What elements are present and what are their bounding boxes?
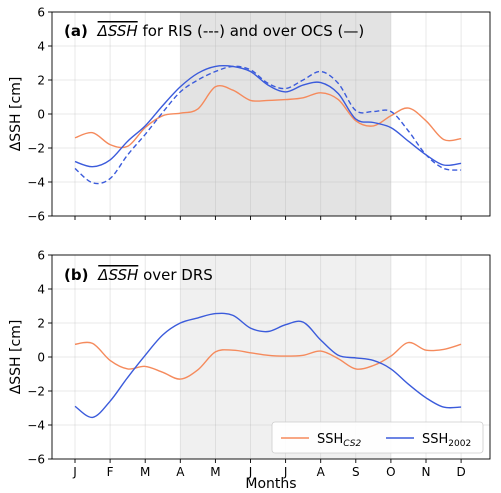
panel-a-label: (a) — [64, 22, 88, 40]
x-tick-label: J — [248, 465, 253, 479]
x-tick-label: S — [352, 465, 360, 479]
y-tick-label: 4 — [37, 40, 45, 54]
panel-a: 6 4 2 0 −2 −4 −6 (a) ΔSSH for RIS (---) and ov… — [8, 6, 491, 224]
series-line-a-1 — [74, 64, 462, 168]
y-tick-label: 4 — [37, 283, 45, 297]
panel-a-title-symbol: ΔSSH — [97, 22, 138, 40]
panel-a-title: (a) ΔSSH for RIS (---) and over OCS (—) — [64, 22, 364, 40]
y-tick-label: −6 — [27, 453, 45, 467]
x-tick-label: A — [176, 465, 185, 479]
x-tick-label: N — [422, 465, 431, 479]
x-tick-label: A — [317, 465, 326, 479]
y-tick-label: 2 — [37, 74, 45, 88]
y-tick-label: 0 — [37, 351, 45, 365]
legend-label-2002-base: SSH — [422, 432, 448, 447]
x-tick-label: M — [140, 465, 150, 479]
y-tick-label: −4 — [27, 176, 45, 190]
panel-a-y-axis-label: ΔSSH [cm] — [8, 77, 24, 152]
y-tick-label: 6 — [37, 249, 45, 263]
legend-label-2002-sub: 2002 — [448, 439, 471, 449]
panel-a-x-ticks — [74, 216, 462, 220]
x-tick-label: J — [283, 465, 288, 479]
panel-b: 6 4 2 0 −2 −4 −6 J F M A M J J A S O N D (b) ΔSSH over DR… — [8, 249, 491, 492]
y-tick-label: −6 — [27, 210, 45, 224]
x-tick-label: D — [456, 465, 465, 479]
x-tick-label: J — [72, 465, 77, 479]
x-tick-label: O — [386, 465, 395, 479]
panel-b-label: (b) — [64, 266, 88, 284]
legend-label-cs2-sub: CS2 — [343, 439, 361, 449]
series-line-b-0 — [74, 341, 462, 380]
panel-b-y-ticks: 6 4 2 0 −2 −4 −6 — [27, 249, 52, 467]
x-tick-label: F — [107, 465, 114, 479]
y-tick-label: 6 — [37, 6, 45, 20]
y-tick-label: −2 — [27, 385, 45, 399]
legend: SSHCS2 SSH2002 — [271, 421, 484, 454]
legend-label-cs2: SSHCS2 — [317, 432, 361, 449]
panel-b-series — [74, 312, 462, 419]
x-axis-label: Months — [245, 476, 296, 492]
y-tick-label: 2 — [37, 317, 45, 331]
series-line-a-0 — [74, 85, 462, 149]
y-tick-label: −2 — [27, 142, 45, 156]
panel-b-title-rest: over DRS — [143, 266, 213, 284]
panel-a-shaded-season — [180, 12, 391, 216]
y-tick-label: −4 — [27, 419, 45, 433]
panel-b-y-axis-label: ΔSSH [cm] — [8, 320, 24, 395]
y-tick-label: 0 — [37, 108, 45, 122]
legend-box — [271, 421, 484, 454]
panel-b-title-symbol: ΔSSH — [97, 266, 138, 284]
legend-label-2002: SSH2002 — [422, 432, 471, 449]
panel-a-title-rest: for RIS (---) and over OCS (—) — [142, 22, 364, 40]
series-line-b-1 — [74, 312, 462, 419]
panel-a-series — [74, 64, 462, 185]
panel-b-title: (b) ΔSSH over DRS — [64, 266, 213, 284]
x-tick-label: M — [210, 465, 220, 479]
panel-a-y-ticks: 6 4 2 0 −2 −4 −6 — [27, 6, 52, 224]
legend-label-cs2-base: SSH — [317, 432, 343, 447]
series-line-a-2 — [74, 65, 462, 185]
